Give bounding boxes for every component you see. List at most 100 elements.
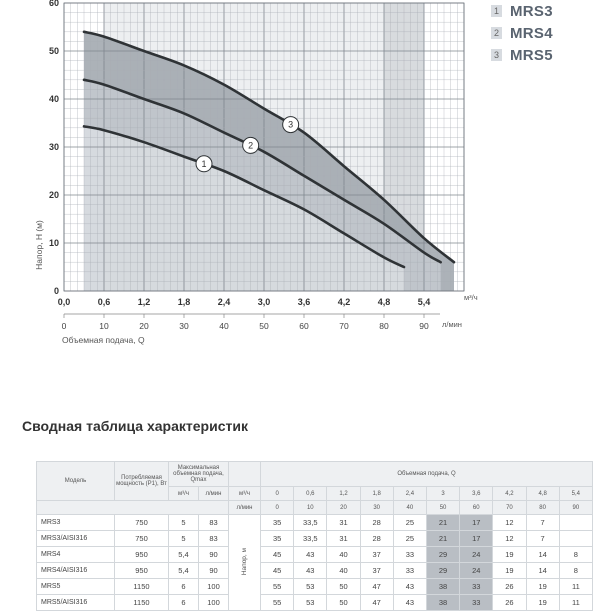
legend-item-mrs3: 1 MRS3 <box>491 0 596 22</box>
cell-power: 950 <box>114 546 169 563</box>
cell-head-value: 31 <box>326 530 361 547</box>
cell-head-value: 45 <box>260 546 295 563</box>
legend-number: 2 <box>491 27 502 39</box>
cell-head-value: 33 <box>392 562 427 579</box>
x-tick-label: 3,0 <box>258 297 271 307</box>
cell-qmax-m3: 6 <box>168 594 199 611</box>
x2-tick-label: 70 <box>339 321 349 331</box>
cell-head-value: 43 <box>293 562 328 579</box>
legend-item-mrs4: 2 MRS4 <box>491 22 596 44</box>
plot-frame <box>63 2 465 292</box>
cell-head-value: 35 <box>260 514 295 531</box>
cell-head-value: 8 <box>558 546 594 563</box>
x2-tick-label: 0 <box>62 321 67 331</box>
cell-head-value: 11 <box>558 578 594 595</box>
header-power: Потребляемая мощность (P1), Вт <box>114 461 169 501</box>
header-flow-lmin: 80 <box>525 500 560 515</box>
x-tick-label: 5,4 <box>418 297 431 307</box>
y-tick-label: 50 <box>49 46 59 56</box>
header-flow-lmin: 30 <box>359 500 394 515</box>
legend-item-mrs5: 3 MRS5 <box>491 44 596 66</box>
cell-head-value: 28 <box>359 514 394 531</box>
cell-qmax-lmin: 83 <box>197 514 230 531</box>
cell-head-value: 25 <box>392 514 427 531</box>
header-qmax: Максимальная объемная подача, Qmax <box>167 461 230 487</box>
header-flow-m3: 3,6 <box>459 486 494 501</box>
table-body: MRS3 750 5 83 Напор, м 35 33,5 31 28 25 21 17 12 7 MRS… <box>36 514 594 611</box>
cell-qmax-lmin: 100 <box>197 578 230 595</box>
header-flow-lmin: 20 <box>326 500 361 515</box>
y-tick-label: 0 <box>54 286 59 296</box>
cell-head-value: 11 <box>558 594 594 611</box>
x2-tick-label: 40 <box>219 321 229 331</box>
cell-power: 1150 <box>114 594 169 611</box>
characteristics-table: Модель Потребляемая мощность (P1), Вт Ма… <box>35 461 594 611</box>
cell-head-value: 45 <box>260 562 295 579</box>
cell-qmax-m3: 5,4 <box>168 562 199 579</box>
cell-head-value: 55 <box>260 578 295 595</box>
header-flow-unit-lmin-2: л/мин <box>228 500 262 515</box>
header-flow-lmin: 70 <box>492 500 527 515</box>
header-flow-lmin: 40 <box>392 500 427 515</box>
cell-head-value: 43 <box>392 594 427 611</box>
cell-head-value: 47 <box>359 594 394 611</box>
cell-model: MRS5/AISI316 <box>36 594 115 611</box>
cell-head-value: 50 <box>326 594 361 611</box>
cell-head-value: 38 <box>425 594 461 611</box>
cell-head-value: 7 <box>525 530 560 547</box>
cell-power: 750 <box>114 514 169 531</box>
header-flow-lmin: 50 <box>425 500 461 515</box>
legend-number: 3 <box>491 49 502 61</box>
header-flow-lmin: 10 <box>293 500 328 515</box>
cell-head-value: 7 <box>525 514 560 531</box>
cell-head-value: 26 <box>492 594 527 611</box>
cell-model: MRS4/AISI316 <box>36 562 115 579</box>
table-row: MRS3 750 5 83 Напор, м 35 33,5 31 28 25 21 17 12 7 <box>36 514 594 611</box>
table-header: Модель Потребляемая мощность (P1), Вт Ма… <box>35 461 594 515</box>
cell-head-label: Напор, м <box>228 514 262 611</box>
y-tick-label: 10 <box>49 238 59 248</box>
cell-head-value: 33 <box>459 578 494 595</box>
cell-head-value: 24 <box>459 562 494 579</box>
cell-head-value: 47 <box>359 578 394 595</box>
cell-head-value: 33,5 <box>293 514 328 531</box>
cell-model: MRS4 <box>36 546 115 563</box>
x-tick-label: 1,8 <box>178 297 191 307</box>
cell-head-value <box>558 514 594 531</box>
cell-head-value: 29 <box>425 546 461 563</box>
cell-head-value: 17 <box>459 530 494 547</box>
header-qmax-lmin: л/мин <box>197 486 230 501</box>
cell-qmax-lmin: 100 <box>197 594 230 611</box>
x2-tick-label: 20 <box>139 321 149 331</box>
header-flow-unit-spacer <box>228 461 262 487</box>
cell-qmax-m3: 5 <box>168 514 199 531</box>
y-axis-label: Напор, H (м) <box>34 220 44 270</box>
header-flow-m3: 4,2 <box>492 486 527 501</box>
table-row: MRS4 950 5,4 90 45 43 40 37 33 29 24 19 14 8 <box>36 546 594 563</box>
cell-head-value: 21 <box>425 530 461 547</box>
legend-label: MRS4 <box>510 24 553 42</box>
series-curves <box>82 30 456 269</box>
cell-power: 950 <box>114 562 169 579</box>
chart-axes: Напор, H (м) м³/ч л/мин Объемная подача,… <box>34 0 478 345</box>
x2-axis-label: Объемная подача, Q <box>62 335 145 345</box>
series-marker-2 <box>242 136 260 154</box>
cell-head-value: 37 <box>359 546 394 563</box>
cell-model: MRS3/AISI316 <box>36 530 115 547</box>
cell-head-value: 31 <box>326 514 361 531</box>
cell-head-value: 12 <box>492 530 527 547</box>
cell-head-value: 40 <box>326 546 361 563</box>
header-flow: Объемная подача, Q <box>260 461 593 487</box>
header-flow-unit-lmin: м³/ч <box>228 486 262 501</box>
table-row: MRS5/AISI316 1150 6 100 55 53 50 47 43 38 33 26 19 11 <box>36 594 594 611</box>
header-blank <box>35 500 230 515</box>
x-tick-label: 4,8 <box>378 297 391 307</box>
cell-model: MRS5 <box>36 578 115 595</box>
x-tick-label: 4,2 <box>338 297 351 307</box>
legend-label: MRS5 <box>510 46 553 64</box>
series-line-1 <box>82 125 406 269</box>
x2-axis-units: л/мин <box>442 320 462 329</box>
x-tick-label: 0,0 <box>58 297 71 307</box>
header-flow-m3: 5,4 <box>558 486 594 501</box>
y-tick-label: 40 <box>49 94 59 104</box>
